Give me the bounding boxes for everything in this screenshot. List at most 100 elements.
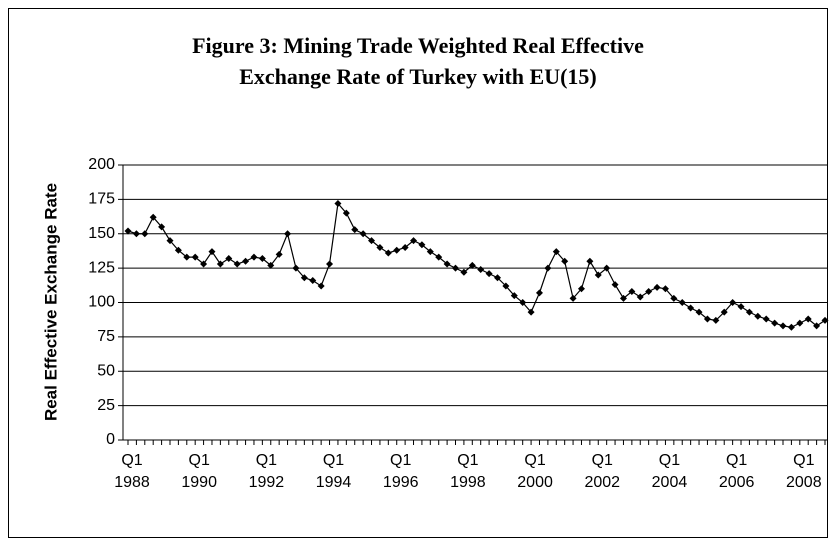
marker <box>636 293 644 301</box>
marker <box>687 304 695 312</box>
marker <box>603 264 611 272</box>
marker <box>804 315 812 323</box>
marker <box>661 285 669 293</box>
marker <box>594 271 602 279</box>
y-tick-label: 100 <box>88 294 115 311</box>
marker <box>628 288 636 295</box>
marker <box>485 270 493 278</box>
marker <box>376 244 384 251</box>
marker <box>124 227 132 235</box>
chart-frame <box>8 8 828 538</box>
y-tick-label: 50 <box>97 362 115 379</box>
marker <box>326 260 334 268</box>
marker <box>183 253 191 261</box>
marker <box>250 253 258 261</box>
marker <box>158 223 166 231</box>
chart-title: Figure 3: Mining Trade Weighted Real Eff… <box>192 33 644 89</box>
marker <box>292 264 300 272</box>
marker <box>737 303 745 311</box>
x-tick-label: Q1 2002 <box>584 452 621 491</box>
marker <box>762 315 770 323</box>
x-tick-label: Q1 2004 <box>651 452 688 491</box>
marker <box>502 282 510 290</box>
marker <box>678 299 686 306</box>
marker <box>435 253 443 261</box>
y-tick-label: 125 <box>88 259 115 276</box>
marker <box>443 260 451 268</box>
x-tick-label: Q1 2006 <box>718 452 755 491</box>
marker <box>703 315 711 323</box>
marker <box>267 261 275 269</box>
marker <box>401 244 409 251</box>
marker <box>384 249 392 257</box>
marker <box>452 264 460 272</box>
x-tick-label: Q1 2008 <box>786 452 822 491</box>
marker <box>561 257 569 265</box>
marker <box>342 209 350 217</box>
marker <box>552 248 560 256</box>
y-tick-label: 0 <box>106 431 115 448</box>
marker <box>410 237 418 245</box>
marker <box>334 200 342 207</box>
marker <box>258 255 266 262</box>
marker <box>141 230 149 238</box>
marker <box>611 281 619 289</box>
marker <box>468 261 476 269</box>
marker <box>460 268 468 276</box>
y-tick-label: 25 <box>97 397 115 414</box>
y-tick-label: 75 <box>97 328 115 345</box>
marker <box>535 289 543 297</box>
marker <box>670 294 678 302</box>
x-tick-label: Q1 1988 <box>114 452 150 491</box>
marker <box>216 260 224 268</box>
marker <box>191 253 199 261</box>
marker <box>519 299 527 306</box>
marker <box>477 266 485 273</box>
y-tick-label: 150 <box>88 225 115 242</box>
marker <box>393 246 401 254</box>
y-axis-label: Real Effective Exchange Rate <box>41 183 60 421</box>
marker <box>813 322 821 330</box>
marker <box>796 319 804 327</box>
marker <box>619 294 627 302</box>
marker <box>309 277 317 284</box>
x-tick-label: Q1 1992 <box>248 452 285 491</box>
line <box>127 202 826 328</box>
y-tick-label: 175 <box>88 191 115 208</box>
marker <box>300 274 308 282</box>
marker <box>132 230 140 238</box>
marker <box>242 257 250 265</box>
marker <box>771 319 779 327</box>
marker <box>174 246 182 254</box>
x-tick-label: Q1 1996 <box>382 452 419 491</box>
x-tick-label: Q1 1998 <box>450 452 486 491</box>
marker <box>653 283 661 291</box>
marker <box>149 213 157 221</box>
x-tick-label: Q1 2000 <box>517 452 553 491</box>
marker <box>233 260 241 268</box>
marker <box>787 323 795 331</box>
marker <box>569 294 577 302</box>
marker <box>284 230 292 238</box>
marker <box>645 288 653 295</box>
marker <box>368 237 376 245</box>
marker <box>712 316 720 324</box>
marker <box>745 308 753 316</box>
marker <box>359 230 367 238</box>
marker <box>695 308 703 316</box>
marker <box>779 322 787 330</box>
marker <box>208 248 216 256</box>
marker <box>510 292 518 300</box>
x-tick-label: Q1 1990 <box>181 452 217 491</box>
marker <box>351 226 359 234</box>
marker <box>493 274 501 282</box>
marker <box>426 248 434 256</box>
marker <box>200 260 208 268</box>
marker <box>586 257 594 265</box>
marker <box>166 237 174 245</box>
marker <box>754 312 762 320</box>
marker <box>225 255 233 262</box>
x-tick-label: Q1 1994 <box>315 452 352 491</box>
